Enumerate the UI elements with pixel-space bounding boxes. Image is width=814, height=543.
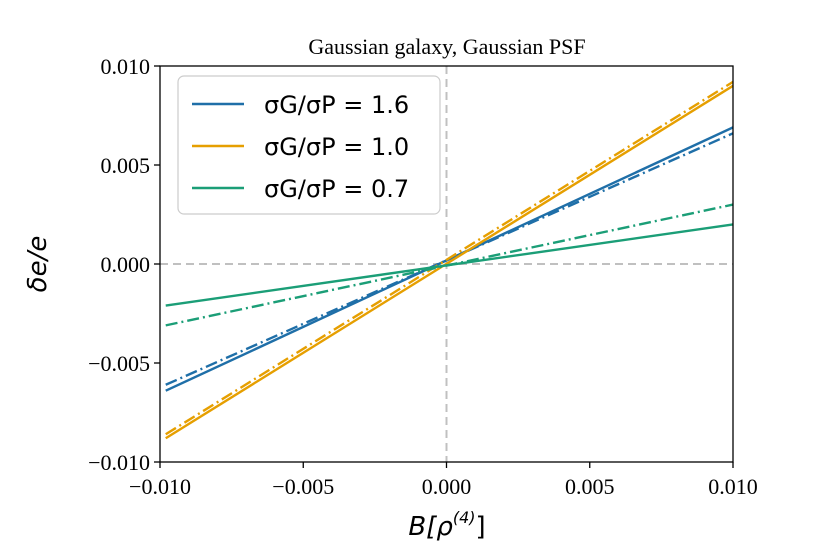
x-tick-label: −0.010 [129,474,191,499]
x-tick-label: 0.010 [708,474,758,499]
y-tick-label: 0.000 [101,252,151,277]
legend: σG/σP = 1.6 σG/σP = 1.0 σG/σP = 0.7 [177,75,441,215]
y-tick-label: −0.005 [88,351,150,376]
x-axis-label-sup: (4) [453,508,476,527]
y-axis-ticks: −0.010 −0.005 0.000 0.005 0.010 [88,54,160,475]
series-2-dashdot-line [165,203,734,327]
chart-title: Gaussian galaxy, Gaussian PSF [308,34,585,59]
legend-label-1: σG/σP = 1.0 [264,133,409,161]
y-tick-label: 0.010 [101,54,151,79]
x-tick-label: 0.000 [422,474,472,499]
x-tick-label: −0.005 [272,474,334,499]
y-tick-label: 0.005 [101,153,151,178]
x-axis-label-close: ] [476,512,486,542]
x-axis-label: B[ρ(4)] [408,508,485,542]
plot-area [159,65,734,463]
x-axis-label-base: B[ρ [408,512,453,542]
legend-label-2: σG/σP = 0.7 [264,175,409,203]
series-1-dashdot-line [165,80,734,436]
series-1-solid-line [165,84,734,440]
y-axis-label: δe/e [23,236,53,293]
series-lines [165,80,734,440]
legend-label-0: σG/σP = 1.6 [264,91,409,119]
y-tick-label: −0.010 [88,450,150,475]
legend-box [177,75,441,215]
x-tick-label: 0.005 [565,474,615,499]
x-axis-ticks: −0.010 −0.005 0.000 0.005 0.010 [129,462,758,499]
